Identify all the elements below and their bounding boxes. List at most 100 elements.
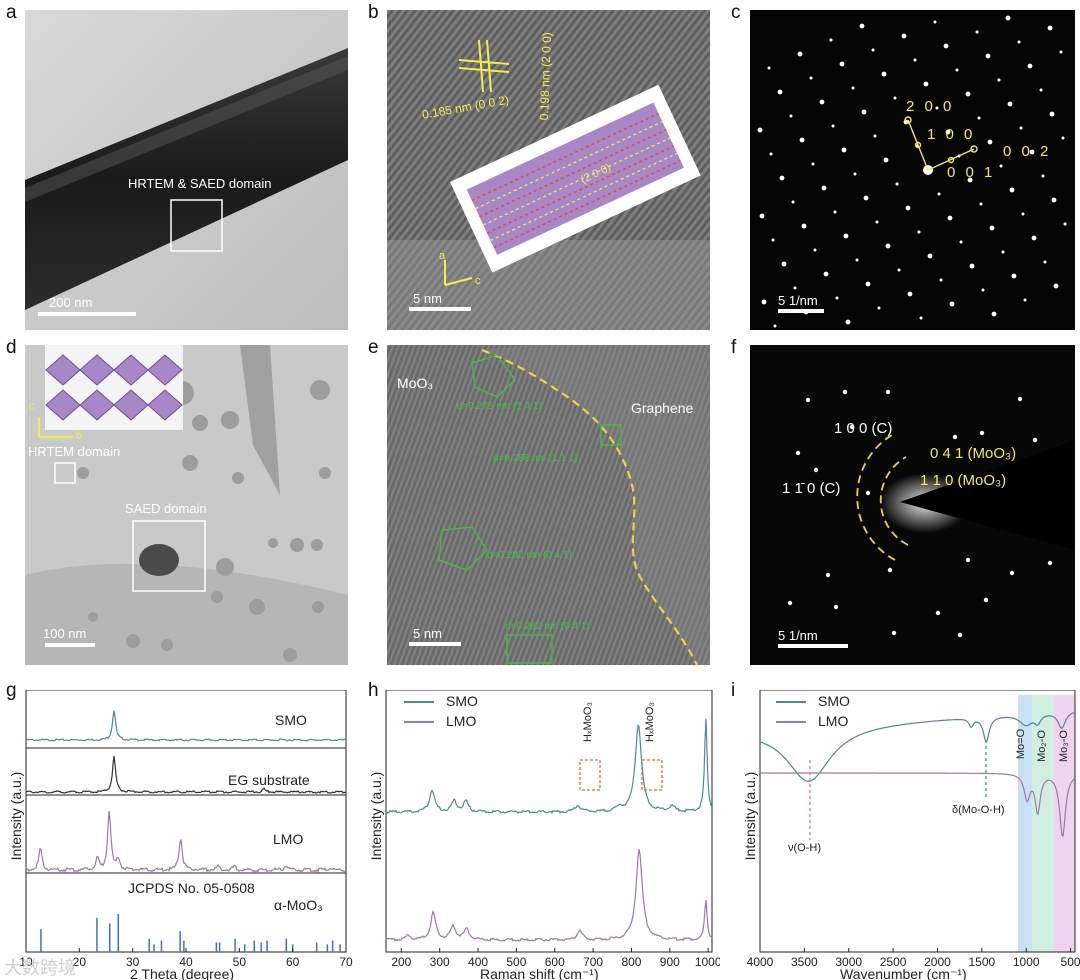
x-tick-label: 1000 bbox=[1013, 955, 1040, 969]
diffraction-spot bbox=[997, 78, 1001, 82]
graphene-label: Graphene bbox=[631, 400, 694, 416]
diffraction-spot bbox=[919, 316, 923, 320]
x-tick-label: 500 bbox=[506, 955, 526, 969]
diffraction-spot bbox=[959, 240, 963, 244]
x-tick-label: 400 bbox=[468, 955, 488, 969]
diffraction-spot bbox=[965, 557, 971, 563]
diffraction-spot bbox=[935, 106, 939, 110]
panel-label-g: g bbox=[6, 680, 17, 701]
diffraction-spot bbox=[865, 281, 871, 287]
diffraction-spot bbox=[845, 319, 851, 325]
diffraction-spot bbox=[945, 129, 951, 135]
diffraction-spot bbox=[1032, 437, 1038, 443]
diffraction-spot bbox=[863, 195, 869, 201]
band-mo2-o bbox=[1032, 695, 1054, 952]
diffraction-spot bbox=[1051, 197, 1057, 203]
panel-label-i: i bbox=[731, 680, 736, 701]
diffraction-spot bbox=[1001, 250, 1005, 254]
x-tick-label: 600 bbox=[545, 955, 565, 969]
hrtem-saed-box bbox=[170, 199, 223, 252]
diffraction-spot bbox=[777, 89, 783, 95]
ftir-curve-0 bbox=[759, 711, 1076, 782]
diffraction-spot bbox=[967, 177, 973, 183]
series-label-lmo: LMO bbox=[273, 831, 304, 847]
x-axis-label: Wavenumber (cm⁻¹) bbox=[840, 966, 967, 980]
diffraction-spot bbox=[773, 324, 777, 328]
x-tick-label: 10 bbox=[19, 955, 33, 969]
diffraction-spot bbox=[989, 225, 995, 231]
diffraction-spot bbox=[801, 223, 807, 229]
scale-label: 200 nm bbox=[49, 295, 93, 310]
x-tick-label: 1000 bbox=[695, 955, 720, 969]
diffraction-spot bbox=[871, 48, 875, 52]
axis-a-label: a bbox=[439, 250, 446, 262]
diffraction-spot bbox=[842, 389, 848, 395]
diffraction-spot bbox=[835, 296, 839, 300]
band-label-mo3-o: Mo₃-O bbox=[1057, 730, 1070, 762]
diffraction-spot bbox=[1039, 88, 1043, 92]
diffraction-spot bbox=[805, 397, 811, 403]
diffraction-spot bbox=[859, 23, 865, 29]
diffraction-spot bbox=[875, 220, 879, 224]
diffraction-spot bbox=[1061, 136, 1065, 140]
d-spacing-3: d=0.282 nm (0 4 1) bbox=[487, 550, 572, 561]
ring-label-100c: 1 0 0 (C) bbox=[834, 420, 893, 437]
scale-label: 5 1/nm bbox=[778, 628, 818, 643]
graphene-boundary bbox=[481, 348, 698, 665]
d-spacing-4: d=0.282 nm (0 4 1) bbox=[505, 621, 590, 632]
structure-inset bbox=[45, 345, 183, 430]
xrd-curve-1 bbox=[25, 755, 347, 794]
diffraction-spot bbox=[917, 230, 921, 234]
diffraction-spot bbox=[981, 288, 985, 292]
diffraction-spot bbox=[935, 610, 941, 616]
diffraction-spot bbox=[1027, 63, 1033, 69]
x-tick-label: 700 bbox=[583, 955, 603, 969]
diffraction-spot bbox=[769, 152, 773, 156]
annotation-hxmoo3-1: HₓMoO₃ bbox=[581, 702, 594, 742]
diffraction-spot bbox=[1029, 149, 1035, 155]
saed-domain-label: SAED domain bbox=[125, 501, 207, 516]
x-tick-label: 30 bbox=[126, 955, 140, 969]
d-spacing-2: d=0.288 nm (1 1 1) bbox=[493, 453, 578, 464]
diffraction-spot bbox=[855, 258, 859, 262]
diffraction-spot bbox=[759, 213, 765, 219]
x-tick-label: 3000 bbox=[835, 955, 862, 969]
diffraction-spot bbox=[1009, 570, 1015, 576]
diffraction-spot bbox=[825, 572, 831, 578]
axis-b-label: b bbox=[76, 430, 83, 442]
panel-label-c: c bbox=[731, 2, 741, 23]
diffraction-spot bbox=[1043, 260, 1047, 264]
x-tick-label: 800 bbox=[621, 955, 641, 969]
diffraction-spot bbox=[791, 200, 795, 204]
legend-label-lmo: LMO bbox=[446, 713, 477, 729]
diffraction-spot bbox=[1019, 126, 1023, 130]
legend-label-smo: SMO bbox=[446, 693, 478, 709]
panel-e-hrtem-image: MoO₃ Graphene d=0.275 nm (1 4 1) d=0.288… bbox=[387, 345, 710, 665]
annotation-delta-mooh: δ(Mo-O-H) bbox=[952, 804, 1005, 816]
diffraction-spot bbox=[979, 202, 983, 206]
panel-d-tem-image: c b HRTEM domain SAED domain 100 nm bbox=[25, 345, 348, 665]
scale-bar bbox=[778, 644, 848, 648]
diffraction-spot bbox=[923, 81, 929, 87]
axis-arrows bbox=[38, 417, 73, 438]
diffraction-spot bbox=[789, 114, 793, 118]
diffraction-spot bbox=[1041, 174, 1045, 178]
diffraction-spot bbox=[895, 182, 899, 186]
annotation-box-2 bbox=[641, 759, 663, 791]
index-lines bbox=[904, 116, 978, 171]
nanorod bbox=[25, 48, 348, 310]
domain-label: HRTEM & SAED domain bbox=[128, 176, 272, 191]
diffraction-spot bbox=[1053, 283, 1059, 289]
x-tick-label: 200 bbox=[391, 955, 411, 969]
diffraction-spot bbox=[849, 424, 855, 430]
diffraction-spot bbox=[771, 238, 775, 242]
diffraction-spot bbox=[1011, 273, 1017, 279]
axis-c-label: c bbox=[29, 400, 35, 412]
ring-label-110c: 1 1̄ 0 (C) bbox=[782, 480, 841, 497]
ftir-curve-1 bbox=[760, 772, 1076, 837]
ring-label-041: 0 4 1 (MoO₃) bbox=[930, 445, 1017, 462]
diffraction-spot bbox=[1031, 235, 1037, 241]
x-tick-label: 1500 bbox=[968, 955, 995, 969]
diffraction-spot bbox=[887, 567, 893, 573]
diffraction-spot bbox=[823, 271, 829, 277]
